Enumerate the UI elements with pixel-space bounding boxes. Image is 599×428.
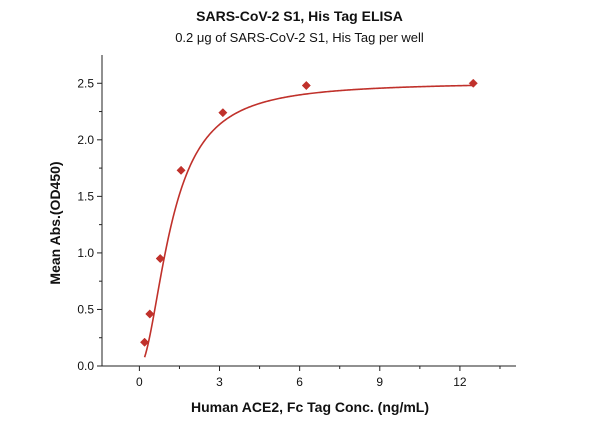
- fit-curve: [143, 84, 474, 358]
- chart-subtitle: 0.2 μg of SARS-CoV-2 S1, His Tag per wel…: [175, 30, 424, 45]
- y-tick-label: 0.5: [77, 302, 94, 316]
- data-point: [176, 165, 186, 175]
- y-tick-label: 2.0: [77, 133, 94, 147]
- y-tick-label: 0.0: [77, 359, 94, 373]
- x-tick-label: 3: [216, 375, 223, 389]
- y-tick-label: 1.0: [77, 246, 94, 260]
- x-tick-label: 9: [376, 375, 383, 389]
- data-point: [218, 108, 228, 118]
- data-point: [145, 309, 155, 319]
- x-axis: 0 3 6 9 12: [102, 365, 516, 389]
- x-tick-label: 6: [296, 375, 303, 389]
- y-axis-label: Mean Abs.(OD450): [47, 161, 63, 284]
- fit-curve-group: [143, 84, 474, 358]
- data-point: [301, 80, 311, 91]
- x-axis-label: Human ACE2, Fc Tag Conc. (ng/mL): [191, 399, 429, 415]
- y-tick-label: 2.5: [77, 76, 94, 90]
- chart-title: SARS-CoV-2 S1, His Tag ELISA: [196, 8, 403, 24]
- x-tick-label: 12: [453, 375, 467, 389]
- points-group: [140, 78, 478, 347]
- data-point: [155, 254, 165, 264]
- data-point: [468, 78, 478, 88]
- y-tick-label: 1.5: [77, 189, 94, 203]
- y-axis: 0.0 0.5 1.0 1.5 2.0 2.5: [77, 55, 103, 373]
- x-tick-label: 0: [136, 375, 143, 389]
- data-point: [140, 337, 150, 347]
